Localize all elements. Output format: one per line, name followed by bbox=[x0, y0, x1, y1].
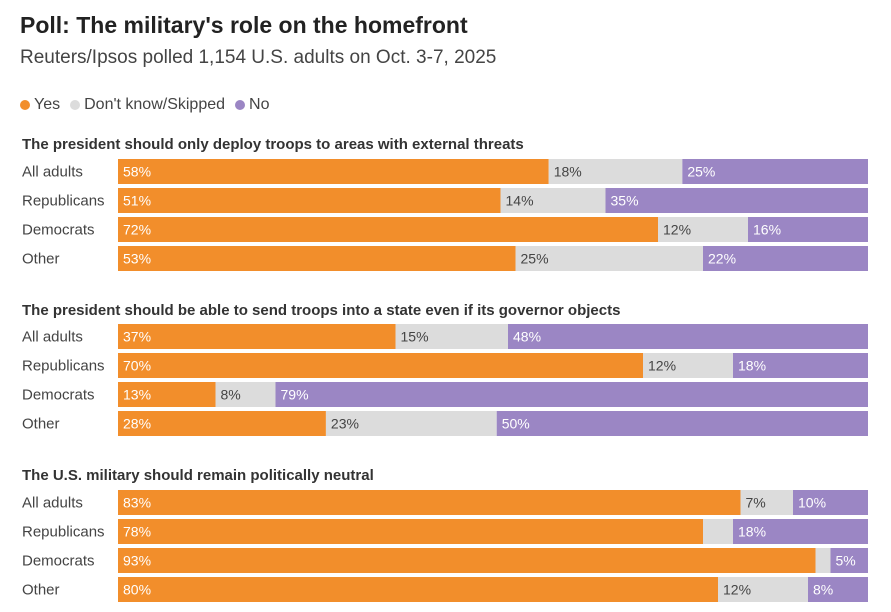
data-label-no: 8% bbox=[813, 582, 833, 598]
data-label-no: 79% bbox=[281, 387, 309, 403]
bar-segment-dontknow bbox=[643, 353, 733, 378]
data-label-yes: 80% bbox=[123, 582, 151, 598]
data-label-no: 25% bbox=[687, 164, 715, 180]
bar-segment-no bbox=[733, 519, 868, 544]
data-label-no: 35% bbox=[611, 193, 639, 209]
bar-segment-dontknow bbox=[500, 188, 606, 213]
bar-segment-dontknow bbox=[515, 246, 703, 271]
data-label-yes: 58% bbox=[123, 164, 151, 180]
data-label-dontknow: 23% bbox=[331, 416, 359, 432]
bar-segment-dontknow bbox=[395, 324, 508, 349]
chart-title: Poll: The military's role on the homefro… bbox=[20, 12, 468, 38]
data-label-yes: 37% bbox=[123, 329, 151, 345]
data-label-yes: 53% bbox=[123, 251, 151, 267]
data-label-dontknow: 25% bbox=[521, 251, 549, 267]
bar-segment-no bbox=[682, 159, 868, 184]
legend: Yes Don't know/Skipped No bbox=[20, 96, 279, 114]
group-label: Republicans bbox=[22, 524, 105, 541]
data-label-yes: 28% bbox=[123, 416, 151, 432]
legend-swatch-dontknow bbox=[70, 100, 81, 110]
data-label-no: 50% bbox=[502, 416, 530, 432]
group-label: All adults bbox=[22, 329, 83, 346]
legend-item-yes: Yes bbox=[20, 96, 60, 114]
bar-segment-no bbox=[808, 577, 868, 602]
legend-item-dontknow: Don't know/Skipped bbox=[70, 96, 225, 114]
data-label-dontknow: 15% bbox=[401, 329, 429, 345]
data-label-yes: 72% bbox=[123, 222, 151, 238]
data-label-no: 16% bbox=[753, 222, 781, 238]
bar-segment-yes bbox=[118, 159, 549, 184]
bar-segment-yes bbox=[118, 324, 396, 349]
bar-segment-no bbox=[733, 353, 868, 378]
panel-question-3: The U.S. military should remain politica… bbox=[22, 467, 374, 484]
group-label: Other bbox=[22, 582, 60, 599]
bar-segment-dontknow bbox=[325, 411, 497, 436]
data-label-dontknow: 7% bbox=[746, 495, 766, 511]
data-label-yes: 83% bbox=[123, 495, 151, 511]
bar-segment-no bbox=[703, 246, 868, 271]
data-label-no: 18% bbox=[738, 524, 766, 540]
bar-segment-yes bbox=[118, 382, 216, 407]
bar-segment-dontknow bbox=[815, 548, 831, 573]
bar-segment-dontknow bbox=[548, 159, 683, 184]
legend-item-no: No bbox=[235, 96, 269, 114]
bar-segment-no bbox=[793, 490, 868, 515]
data-label-no: 22% bbox=[708, 251, 736, 267]
group-label: Republicans bbox=[22, 358, 105, 375]
bar-segment-yes bbox=[118, 519, 703, 544]
data-label-dontknow: 8% bbox=[221, 387, 241, 403]
bar-segment-yes bbox=[118, 490, 741, 515]
bar-segment-dontknow bbox=[740, 490, 793, 515]
group-label: Other bbox=[22, 416, 60, 433]
data-label-no: 48% bbox=[513, 329, 541, 345]
panel-question-1: The president should only deploy troops … bbox=[22, 136, 524, 153]
bar-segment-yes bbox=[118, 353, 643, 378]
group-label: All adults bbox=[22, 164, 83, 181]
group-label: Democrats bbox=[22, 222, 95, 239]
legend-label-no: No bbox=[249, 96, 270, 113]
bar-segment-yes bbox=[118, 246, 516, 271]
bar-segment-yes bbox=[118, 188, 501, 213]
data-label-dontknow: 12% bbox=[723, 582, 751, 598]
legend-label-dontknow: Don't know/Skipped bbox=[84, 96, 226, 113]
data-label-no: 5% bbox=[836, 553, 856, 569]
bar-segment-dontknow bbox=[215, 382, 276, 407]
bar-segment-yes bbox=[118, 217, 658, 242]
group-label: Other bbox=[22, 251, 60, 268]
bar-segment-no bbox=[508, 324, 868, 349]
data-label-yes: 93% bbox=[123, 553, 151, 569]
bar-segment-no bbox=[496, 411, 868, 436]
group-label: Democrats bbox=[22, 553, 95, 570]
bar-segment-yes bbox=[118, 548, 816, 573]
bar-segment-dontknow bbox=[718, 577, 808, 602]
group-label: Democrats bbox=[22, 387, 95, 404]
legend-swatch-yes bbox=[20, 100, 30, 110]
data-label-dontknow: 12% bbox=[648, 358, 676, 374]
bar-segment-yes bbox=[118, 411, 326, 436]
data-label-yes: 13% bbox=[123, 387, 151, 403]
data-label-yes: 70% bbox=[123, 358, 151, 374]
data-label-dontknow: 18% bbox=[554, 164, 582, 180]
bar-segment-yes bbox=[118, 577, 718, 602]
bar-segment-no bbox=[830, 548, 868, 573]
group-label: Republicans bbox=[22, 193, 105, 210]
bar-segment-dontknow bbox=[658, 217, 748, 242]
legend-label-yes: Yes bbox=[34, 96, 61, 113]
data-label-dontknow: 14% bbox=[506, 193, 534, 209]
data-label-yes: 78% bbox=[123, 524, 151, 540]
chart-subtitle: Reuters/Ipsos polled 1,154 U.S. adults o… bbox=[20, 47, 497, 68]
data-label-dontknow: 12% bbox=[663, 222, 691, 238]
bar-segment-no bbox=[275, 382, 868, 407]
bar-segment-no bbox=[748, 217, 868, 242]
data-label-no: 18% bbox=[738, 358, 766, 374]
data-label-yes: 51% bbox=[123, 193, 151, 209]
bar-segment-dontknow bbox=[703, 519, 733, 544]
legend-swatch-no bbox=[235, 100, 246, 110]
group-label: All adults bbox=[22, 495, 83, 512]
data-label-no: 10% bbox=[798, 495, 826, 511]
bar-segment-no bbox=[605, 188, 868, 213]
panel-question-2: The president should be able to send tro… bbox=[22, 302, 620, 319]
